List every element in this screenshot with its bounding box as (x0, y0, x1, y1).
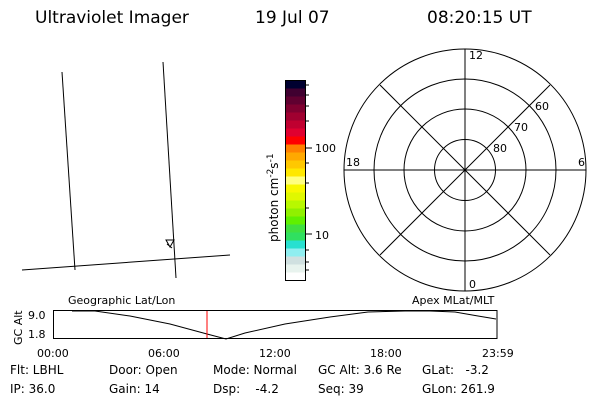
mlt-label-0: 0 (469, 278, 476, 291)
altitude-plot-frame (53, 310, 498, 339)
gain-status: Gain: 14 (109, 382, 160, 396)
mode-status: Mode: Normal (213, 363, 297, 377)
colorbar-swatch (286, 80, 306, 89)
colorbar-swatch (286, 120, 306, 129)
lat-label-60: 60 (535, 100, 549, 113)
colorbar-swatch (286, 240, 306, 249)
colorbar-swatch (286, 248, 306, 257)
colorbar-frame (285, 80, 306, 281)
colorbar-swatch (286, 208, 306, 217)
apex-label: Apex MLat/MLT (412, 294, 495, 307)
colorbar-swatch (286, 96, 306, 105)
geographic-label: Geographic Lat/Lon (68, 294, 175, 307)
colorbar-swatch (286, 232, 306, 241)
xtick-0000: 00:00 (37, 347, 69, 360)
colorbar-ticks (306, 84, 312, 271)
longitude-line (61, 71, 76, 271)
ytick-9: 9.0 (28, 309, 46, 322)
mlt-label-6: 6 (578, 156, 585, 169)
ytick-1.8: 1.8 (28, 328, 46, 341)
colorbar-swatch (286, 136, 306, 145)
colorbar-swatch (286, 272, 306, 281)
gc-alt-status: GC Alt: 3.6 Re (318, 363, 402, 377)
colorbar-swatch (286, 224, 306, 233)
mlt-label-18: 18 (346, 156, 360, 169)
lat-label-70: 70 (514, 121, 528, 134)
glon-status: GLon: 261.9 (422, 382, 495, 396)
colorbar-swatch (286, 176, 306, 185)
lat-label-80: 80 (493, 142, 507, 155)
colorbar-swatch (286, 112, 306, 121)
dsp-status: Dsp: -4.2 (213, 382, 279, 396)
time: 08:20:15 UT (427, 8, 532, 28)
ip-status: IP: 36.0 (10, 382, 56, 396)
colorbar-swatch (286, 152, 306, 161)
date: 19 Jul 07 (255, 8, 330, 28)
glat-status: GLat: -3.2 (422, 363, 489, 377)
polar-grid (343, 48, 587, 292)
xtick-1800: 18:00 (370, 347, 402, 360)
instrument-title: Ultraviolet Imager (35, 8, 189, 28)
colorbar-swatch (286, 264, 306, 273)
subsatellite-marker-icon (165, 239, 175, 249)
colorbar-swatch (286, 192, 306, 201)
xtick-2359: 23:59 (482, 347, 514, 360)
xtick-0600: 06:00 (148, 347, 180, 360)
seq-status: Seq: 39 (318, 382, 364, 396)
colorbar-swatch (286, 144, 306, 153)
colorbar-swatch (286, 104, 306, 113)
colorbar-swatch (286, 184, 306, 193)
colorbar-swatch (286, 256, 306, 265)
colorbar-tick-10: 10 (315, 229, 329, 242)
colorbar-label: photon cm-2s-1 (266, 153, 281, 242)
xtick-1200: 12:00 (259, 347, 291, 360)
colorbar-swatch (286, 88, 306, 97)
colorbar-swatch (286, 200, 306, 209)
door-status: Door: Open (109, 363, 178, 377)
longitude-line (162, 61, 177, 279)
filter-status: Flt: LBHL (10, 363, 64, 377)
colorbar (286, 80, 306, 281)
altitude-curve (72, 310, 497, 340)
colorbar-tick-100: 100 (315, 142, 336, 155)
latitude-line (21, 254, 231, 271)
colorbar-swatch (286, 160, 306, 169)
colorbar-swatch (286, 128, 306, 137)
colorbar-swatch (286, 168, 306, 177)
gc-alt-axis-label: GC Alt (12, 310, 25, 345)
colorbar-swatch (286, 216, 306, 225)
image-panel (21, 61, 231, 279)
mlt-label-12: 12 (469, 49, 483, 62)
